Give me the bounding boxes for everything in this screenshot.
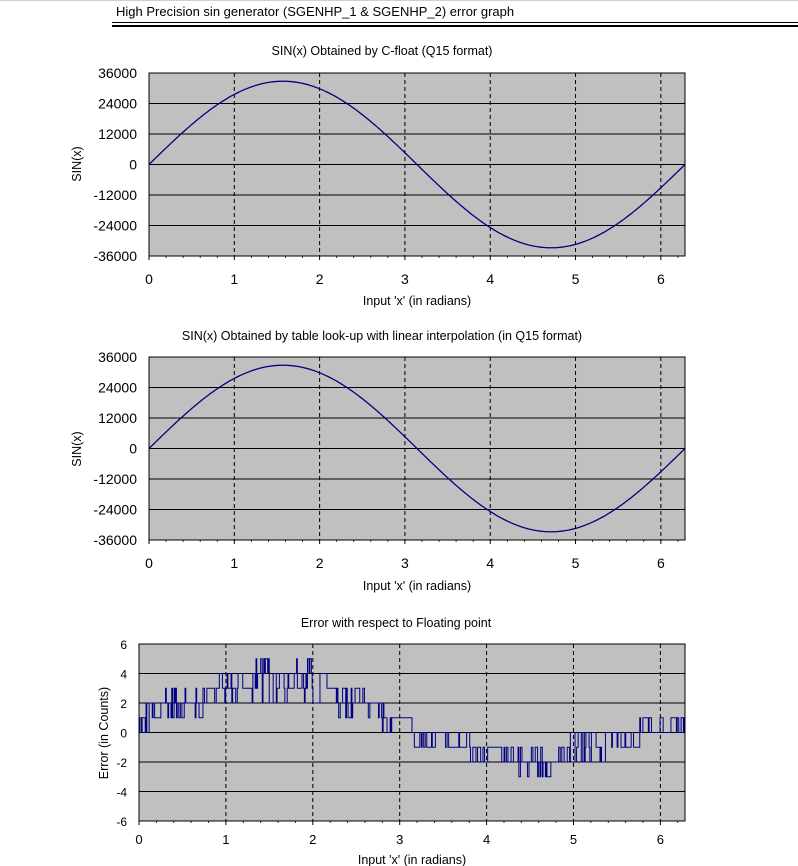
- x-axis-ticks: 0 1 2 3 4 5 6: [145, 540, 679, 571]
- y-tick-label: 36000: [98, 349, 137, 365]
- x-tick-label: 4: [486, 271, 494, 287]
- chart-title: SIN(x) Obtained by C-float (Q15 format): [272, 44, 493, 58]
- chart-title: Error with respect to Floating point: [301, 616, 492, 630]
- x-tick-label: 4: [486, 555, 494, 571]
- chart-title: SIN(x) Obtained by table look-up with li…: [182, 329, 582, 343]
- x-tick-label: 5: [572, 271, 580, 287]
- title-rule-thin: [112, 22, 798, 23]
- chart-cfloat-sin: SIN(x) Obtained by C-float (Q15 format) …: [70, 44, 686, 308]
- y-tick-label: 24000: [98, 96, 137, 112]
- y-axis-ticks: 6 4 2 0 -2 -4 -6: [116, 638, 127, 829]
- y-axis-ticks: 36000 24000 12000 0 -12000 -24000 -36000: [93, 349, 137, 548]
- x-tick-label: 1: [230, 555, 238, 571]
- y-tick-label: 0: [120, 727, 127, 741]
- y-tick-label: 0: [129, 157, 137, 173]
- top-border: [0, 0, 798, 1]
- y-tick-label: 12000: [98, 410, 137, 426]
- y-tick-label: -2: [116, 756, 127, 770]
- y-tick-label: 4: [120, 668, 127, 682]
- x-tick-label: 2: [316, 271, 324, 287]
- sine-series-line: [148, 80, 686, 249]
- y-axis-label: SIN(x): [70, 146, 84, 181]
- y-axis-ticks: 36000 24000 12000 0 -12000 -24000 -36000: [93, 65, 137, 264]
- x-tick-label: 6: [657, 271, 665, 287]
- x-axis-ticks: 0 1 2 3 4 5 6: [135, 821, 679, 847]
- y-tick-label: 6: [120, 638, 127, 652]
- x-tick-label: 1: [222, 832, 229, 847]
- x-axis-label: Input 'x' (in radians): [358, 853, 466, 866]
- y-tick-label: -12000: [93, 187, 137, 203]
- y-tick-label: -12000: [93, 471, 137, 487]
- chart-table-lookup-sin: SIN(x) Obtained by table look-up with li…: [70, 329, 686, 593]
- y-tick-label: 0: [129, 441, 137, 457]
- document-title: High Precision sin generator (SGENHP_1 &…: [116, 4, 515, 19]
- x-tick-label: 0: [135, 832, 142, 847]
- x-tick-label: 5: [570, 832, 577, 847]
- x-tick-label: 4: [483, 832, 490, 847]
- y-tick-label: -24000: [93, 502, 137, 518]
- y-axis-label: SIN(x): [70, 431, 84, 466]
- x-axis-label: Input 'x' (in radians): [363, 294, 471, 308]
- title-rule-thick: [112, 25, 798, 27]
- y-tick-label: -24000: [93, 218, 137, 234]
- x-tick-label: 6: [657, 832, 664, 847]
- x-tick-label: 2: [309, 832, 316, 847]
- y-axis-label: Error (in Counts): [97, 687, 111, 779]
- x-tick-label: 1: [230, 271, 238, 287]
- x-axis-label: Input 'x' (in radians): [363, 579, 471, 593]
- y-tick-label: -6: [116, 815, 127, 829]
- y-tick-label: 2: [120, 697, 127, 711]
- sine-series-line: [148, 364, 686, 533]
- y-tick-label: -36000: [93, 532, 137, 548]
- x-tick-label: 0: [145, 271, 153, 287]
- x-tick-label: 3: [396, 832, 403, 847]
- grid-lines: [149, 357, 685, 540]
- x-tick-label: 6: [657, 555, 665, 571]
- x-tick-label: 0: [145, 555, 153, 571]
- x-tick-label: 3: [401, 271, 409, 287]
- y-tick-label: -36000: [93, 248, 137, 264]
- x-tick-label: 2: [316, 555, 324, 571]
- y-tick-label: 36000: [98, 65, 137, 81]
- y-tick-label: 12000: [98, 126, 137, 142]
- x-tick-label: 5: [572, 555, 580, 571]
- y-tick-label: 24000: [98, 380, 137, 396]
- y-tick-label: -4: [116, 786, 127, 800]
- x-tick-label: 3: [401, 555, 409, 571]
- x-axis-ticks: 0 1 2 3 4 5 6: [145, 256, 679, 287]
- error-series-line: [139, 658, 685, 778]
